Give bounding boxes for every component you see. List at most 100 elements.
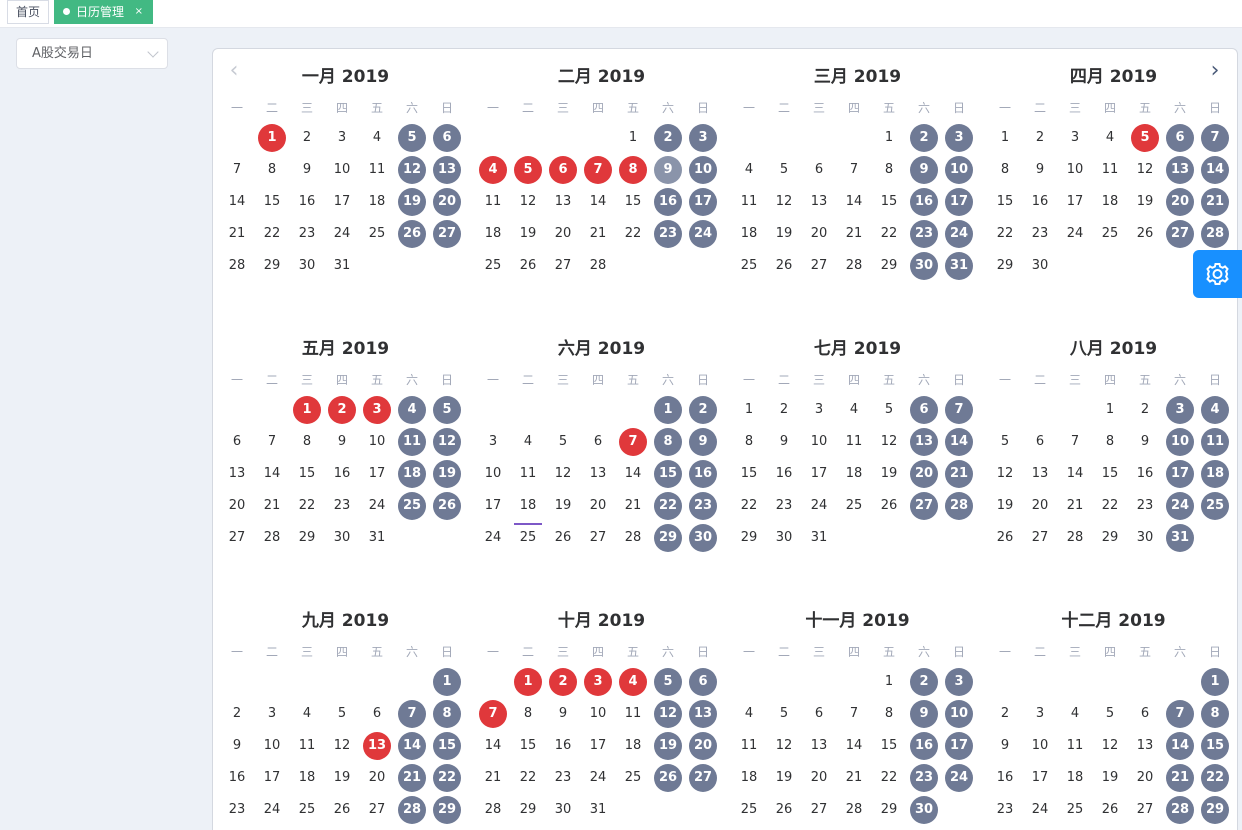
calendar-day[interactable]: 9 bbox=[689, 428, 717, 456]
calendar-day[interactable]: 25 bbox=[368, 226, 386, 241]
calendar-day[interactable]: 30 bbox=[554, 802, 572, 817]
calendar-day[interactable]: 13 bbox=[689, 700, 717, 728]
calendar-day[interactable]: 7 bbox=[584, 156, 612, 184]
calendar-day[interactable]: 2 bbox=[1035, 130, 1045, 145]
calendar-day[interactable]: 1 bbox=[884, 674, 894, 689]
calendar-day[interactable]: 22 bbox=[263, 226, 281, 241]
calendar-day[interactable]: 16 bbox=[1136, 466, 1154, 481]
calendar-day[interactable]: 25 bbox=[398, 492, 426, 520]
calendar-day[interactable]: 6 bbox=[910, 396, 938, 424]
calendar-day[interactable]: 11 bbox=[1201, 428, 1229, 456]
calendar-day[interactable]: 16 bbox=[228, 770, 246, 785]
calendar-day[interactable]: 8 bbox=[654, 428, 682, 456]
calendar-day[interactable]: 14 bbox=[398, 732, 426, 760]
calendar-day[interactable]: 5 bbox=[1131, 124, 1159, 152]
calendar-day[interactable]: 26 bbox=[654, 764, 682, 792]
calendar-day[interactable]: 8 bbox=[1000, 162, 1010, 177]
calendar-day[interactable]: 4 bbox=[479, 156, 507, 184]
calendar-day[interactable]: 16 bbox=[654, 188, 682, 216]
calendar-day[interactable]: 28 bbox=[484, 802, 502, 817]
calendar-day[interactable]: 6 bbox=[433, 124, 461, 152]
calendar-day[interactable]: 6 bbox=[549, 156, 577, 184]
calendar-day[interactable]: 22 bbox=[880, 770, 898, 785]
calendar-day[interactable]: 1 bbox=[744, 402, 754, 417]
close-icon[interactable]: × bbox=[134, 6, 143, 17]
calendar-day[interactable]: 17 bbox=[945, 188, 973, 216]
calendar-day[interactable]: 24 bbox=[689, 220, 717, 248]
calendar-day[interactable]: 2 bbox=[779, 402, 789, 417]
calendar-day[interactable]: 13 bbox=[554, 194, 572, 209]
calendar-day[interactable]: 30 bbox=[1136, 530, 1154, 545]
calendar-day[interactable]: 5 bbox=[1105, 706, 1115, 721]
calendar-day[interactable]: 3 bbox=[488, 434, 498, 449]
calendar-day[interactable]: 6 bbox=[1140, 706, 1150, 721]
calendar-day[interactable]: 18 bbox=[740, 770, 758, 785]
calendar-day[interactable]: 4 bbox=[1070, 706, 1080, 721]
calendar-day[interactable]: 1 bbox=[884, 130, 894, 145]
calendar-day[interactable]: 24 bbox=[263, 802, 281, 817]
calendar-day[interactable]: 26 bbox=[398, 220, 426, 248]
calendar-day[interactable]: 27 bbox=[910, 492, 938, 520]
calendar-day[interactable]: 29 bbox=[1101, 530, 1119, 545]
calendar-day[interactable]: 18 bbox=[368, 194, 386, 209]
calendar-day[interactable]: 14 bbox=[228, 194, 246, 209]
calendar-day[interactable]: 10 bbox=[1031, 738, 1049, 753]
calendar-day[interactable]: 1 bbox=[293, 396, 321, 424]
calendar-day[interactable]: 13 bbox=[910, 428, 938, 456]
calendar-day[interactable]: 29 bbox=[996, 258, 1014, 273]
calendar-day[interactable]: 9 bbox=[910, 700, 938, 728]
calendar-day[interactable]: 17 bbox=[263, 770, 281, 785]
calendar-day[interactable]: 26 bbox=[880, 498, 898, 513]
calendar-day[interactable]: 16 bbox=[910, 188, 938, 216]
calendar-day[interactable]: 5 bbox=[337, 706, 347, 721]
calendar-day[interactable]: 18 bbox=[398, 460, 426, 488]
calendar-day[interactable]: 8 bbox=[884, 162, 894, 177]
calendar-day[interactable]: 17 bbox=[1166, 460, 1194, 488]
calendar-day[interactable]: 28 bbox=[263, 530, 281, 545]
calendar-day[interactable]: 23 bbox=[996, 802, 1014, 817]
calendar-day[interactable]: 28 bbox=[1166, 796, 1194, 824]
calendar-day[interactable]: 3 bbox=[1035, 706, 1045, 721]
calendar-day[interactable]: 29 bbox=[740, 530, 758, 545]
calendar-day[interactable]: 9 bbox=[232, 738, 242, 753]
calendar-day[interactable]: 15 bbox=[996, 194, 1014, 209]
calendar-day[interactable]: 17 bbox=[945, 732, 973, 760]
calendar-day[interactable]: 27 bbox=[1166, 220, 1194, 248]
calendar-day[interactable]: 12 bbox=[519, 194, 537, 209]
calendar-day[interactable]: 12 bbox=[775, 738, 793, 753]
calendar-day[interactable]: 15 bbox=[880, 738, 898, 753]
calendar-day[interactable]: 8 bbox=[302, 434, 312, 449]
calendar-day[interactable]: 24 bbox=[945, 220, 973, 248]
calendar-day[interactable]: 26 bbox=[1136, 226, 1154, 241]
calendar-day[interactable]: 9 bbox=[654, 156, 682, 184]
calendar-day[interactable]: 29 bbox=[1201, 796, 1229, 824]
calendar-day[interactable]: 1 bbox=[433, 668, 461, 696]
calendar-day[interactable]: 25 bbox=[1066, 802, 1084, 817]
calendar-day[interactable]: 23 bbox=[554, 770, 572, 785]
calendar-day[interactable]: 18 bbox=[484, 226, 502, 241]
calendar-day[interactable]: 17 bbox=[1066, 194, 1084, 209]
calendar-day[interactable]: 20 bbox=[554, 226, 572, 241]
calendar-day[interactable]: 5 bbox=[779, 162, 789, 177]
tab-home[interactable]: 首页 bbox=[7, 0, 49, 24]
calendar-day[interactable]: 7 bbox=[1166, 700, 1194, 728]
calendar-day[interactable]: 26 bbox=[996, 530, 1014, 545]
calendar-type-select[interactable]: A股交易日 bbox=[16, 38, 168, 69]
calendar-day[interactable]: 5 bbox=[884, 402, 894, 417]
calendar-day[interactable]: 22 bbox=[624, 226, 642, 241]
calendar-day[interactable]: 11 bbox=[519, 466, 537, 481]
calendar-day[interactable]: 23 bbox=[298, 226, 316, 241]
calendar-day[interactable]: 25 bbox=[519, 530, 537, 545]
calendar-day[interactable]: 27 bbox=[433, 220, 461, 248]
calendar-day[interactable]: 13 bbox=[228, 466, 246, 481]
calendar-day[interactable]: 22 bbox=[433, 764, 461, 792]
calendar-day[interactable]: 31 bbox=[368, 530, 386, 545]
calendar-day[interactable]: 14 bbox=[589, 194, 607, 209]
tab-calendar-management[interactable]: 日历管理 × bbox=[54, 0, 153, 24]
calendar-day[interactable]: 17 bbox=[810, 466, 828, 481]
calendar-day[interactable]: 27 bbox=[1031, 530, 1049, 545]
calendar-day[interactable]: 11 bbox=[740, 194, 758, 209]
calendar-day[interactable]: 11 bbox=[484, 194, 502, 209]
calendar-day[interactable]: 20 bbox=[433, 188, 461, 216]
calendar-day[interactable]: 7 bbox=[849, 706, 859, 721]
